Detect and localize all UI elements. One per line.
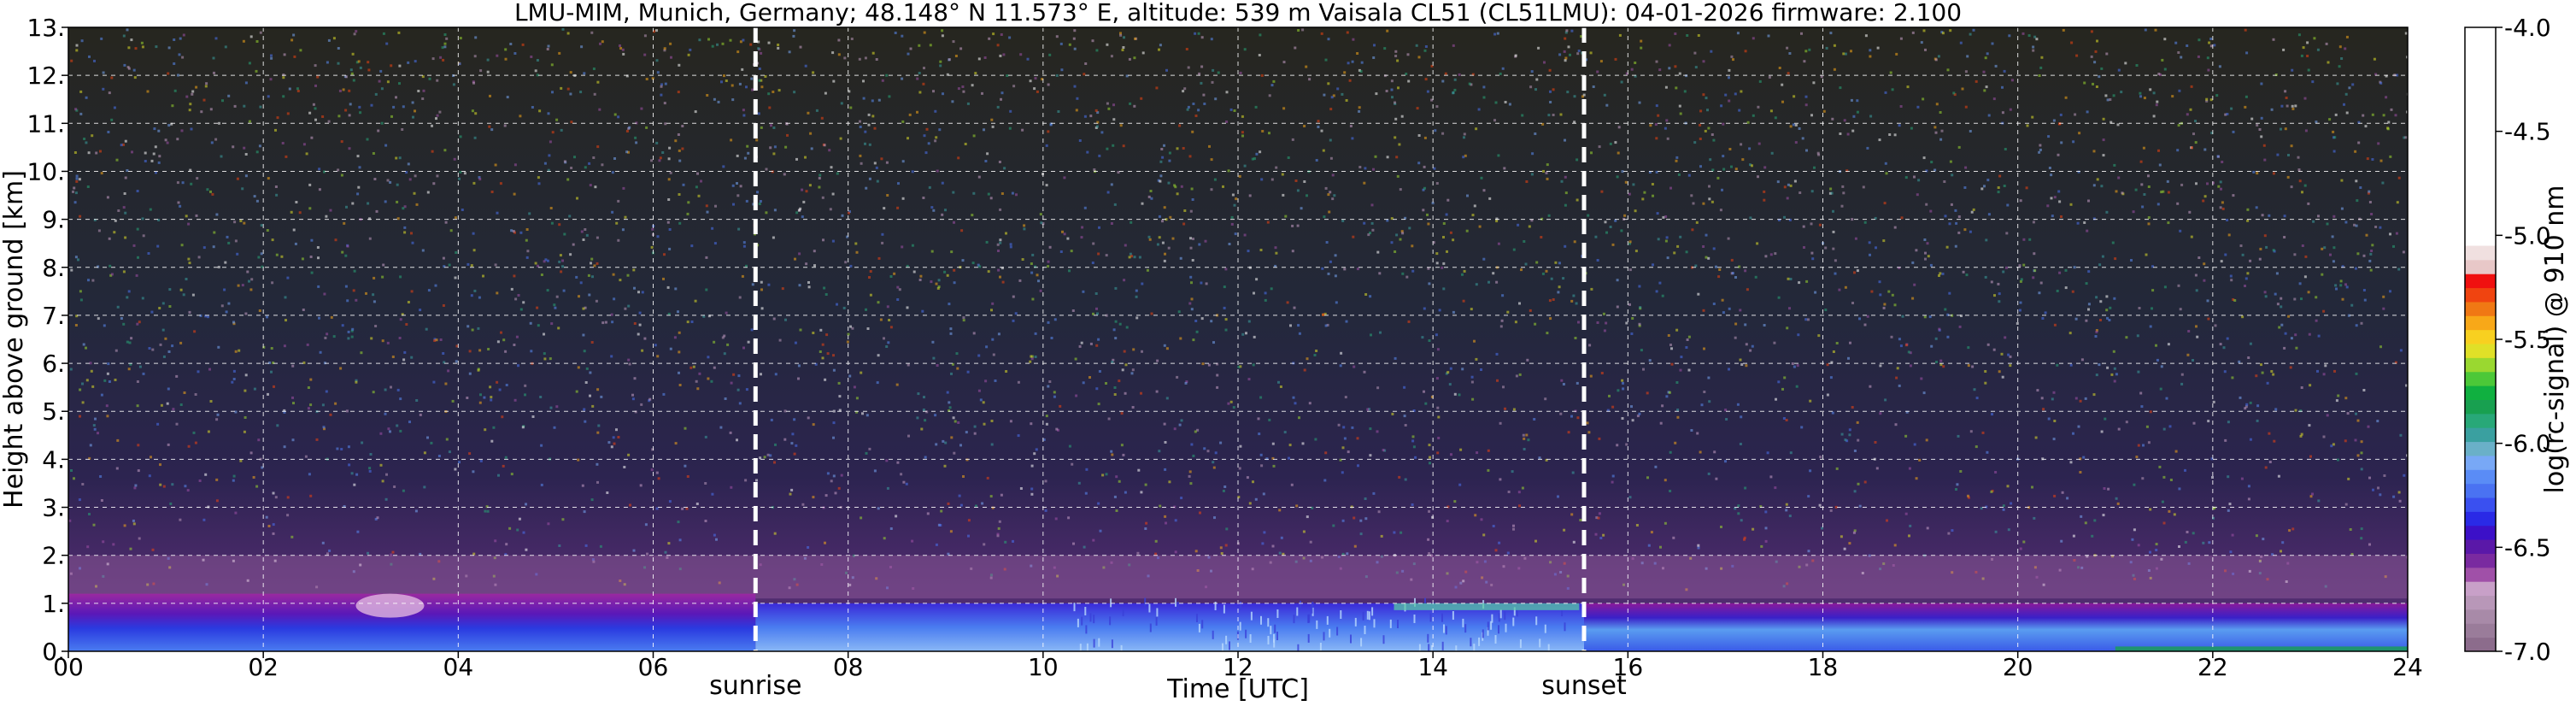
- y-tick-label: 1.: [42, 590, 65, 618]
- x-tick-label: 10: [1028, 653, 1059, 681]
- x-tick-label: 20: [2003, 653, 2033, 681]
- sunset-label: sunset: [1541, 671, 1627, 701]
- colorbar-band: [2465, 623, 2496, 638]
- colorbar-band: [2465, 511, 2496, 527]
- y-tick-label: 6.: [42, 350, 65, 378]
- sunrise-label: sunrise: [709, 671, 801, 701]
- x-tick-label: 12: [1223, 653, 1253, 681]
- colorbar-band: [2465, 567, 2496, 582]
- colorbar-band: [2465, 525, 2496, 540]
- y-tick-label: 0.: [42, 638, 65, 666]
- y-tick-label: 8.: [42, 254, 65, 282]
- colorbar-band: [2465, 357, 2496, 373]
- y-axis-label: Height above ground [km]: [0, 170, 29, 509]
- colorbar-band: [2465, 539, 2496, 554]
- colorbar-tick-label: -5.0: [2504, 221, 2551, 250]
- colorbar-band: [2465, 274, 2496, 289]
- x-axis-ticks: 00 02 04 06 08 10 12 14 16 18 20 22 24: [53, 651, 2423, 681]
- colorbar-band: [2465, 287, 2496, 303]
- y-tick-label: 13.: [26, 14, 65, 42]
- y-tick-label: 3.: [42, 494, 65, 522]
- x-tick-label: 14: [1417, 653, 1448, 681]
- colorbar-band: [2465, 483, 2496, 498]
- colorbar-band: [2465, 427, 2496, 443]
- y-tick-label: 7.: [42, 302, 65, 330]
- colorbar-band: [2465, 371, 2496, 386]
- y-tick-label: 2.: [42, 542, 65, 570]
- y-tick-label: 9.: [42, 206, 65, 234]
- colorbar-tick-label: -4.5: [2504, 118, 2551, 146]
- x-tick-label: 22: [2198, 653, 2228, 681]
- colorbar-band: [2465, 399, 2496, 415]
- aerosol-layer: [755, 603, 1584, 651]
- colorbar-band: [2465, 385, 2496, 400]
- colorbar-band: [2465, 441, 2496, 456]
- x-tick-label: 24: [2392, 653, 2423, 681]
- x-tick-label: 06: [638, 653, 669, 681]
- y-tick-label: 5.: [42, 397, 65, 426]
- colorbar-label: log(rc-signal) @ 910 nm: [2540, 185, 2570, 494]
- plot-area: [67, 26, 2409, 652]
- colorbar-tick-label: -6.5: [2504, 533, 2551, 562]
- colorbar-band: [2465, 455, 2496, 470]
- x-tick-label: 18: [1808, 653, 1839, 681]
- event-labels: sunrise sunset: [709, 671, 1627, 701]
- colorbar: -7.0 -6.5 -6.0 -5.5 -5.0 -4.5 -4.0 log(rc-sign…: [2464, 14, 2570, 666]
- colorbar-tick-label: -4.0: [2504, 14, 2551, 42]
- colorbar-band: [2465, 344, 2496, 358]
- colorbar-tick-label: -7.0: [2504, 638, 2551, 666]
- colorbar-band: [2465, 497, 2496, 512]
- x-tick-label: 04: [443, 653, 474, 681]
- colorbar-band: [2465, 315, 2496, 331]
- y-tick-label: 10.: [26, 157, 65, 185]
- y-tick-label: 12.: [26, 62, 65, 90]
- x-tick-label: 00: [53, 653, 84, 681]
- event-markers: [753, 27, 1587, 651]
- colorbar-ticks: -7.0 -6.5 -6.0 -5.5 -5.0 -4.5 -4.0: [2496, 14, 2551, 666]
- layer-top-cyan: [1394, 603, 1580, 610]
- grid: [68, 27, 2408, 651]
- colorbar-band: [2465, 595, 2496, 610]
- colorbar-band: [2465, 301, 2496, 316]
- colorbar-band: [2465, 329, 2496, 344]
- colorbar-band: [2465, 637, 2496, 652]
- colorbar-band: [2465, 609, 2496, 624]
- colorbar-band: [2465, 581, 2496, 597]
- x-tick-label: 02: [248, 653, 279, 681]
- colorbar-bands: [2465, 27, 2496, 652]
- colorbar-band: [2465, 469, 2496, 485]
- colorbar-band: [2465, 245, 2496, 261]
- colorbar-band: [2465, 553, 2496, 568]
- colorbar-band: [2465, 259, 2496, 274]
- x-tick-label: 08: [833, 653, 864, 681]
- y-axis-ticks: 0. 1. 2. 3. 4. 5. 6. 7. 8. 9. 10. 11. 12. 13.: [26, 14, 68, 666]
- y-tick-label: 11.: [26, 109, 65, 138]
- colorbar-tick-label: -6.0: [2504, 430, 2551, 458]
- x-tick-label: 16: [1613, 653, 1644, 681]
- aerosol-layer: [1583, 603, 2408, 651]
- layer-highlight: [355, 593, 425, 618]
- colorbar-band: [2465, 413, 2496, 428]
- surface-green-band: [2115, 646, 2408, 651]
- x-axis-label: Time [UTC]: [1166, 674, 1309, 704]
- colorbar-tick-label: -5.5: [2504, 326, 2551, 354]
- y-tick-label: 4.: [42, 445, 65, 474]
- colorbar-band-top: [2465, 27, 2496, 246]
- chart-title: LMU-MIM, Munich, Germany; 48.148° N 11.5…: [514, 0, 1962, 26]
